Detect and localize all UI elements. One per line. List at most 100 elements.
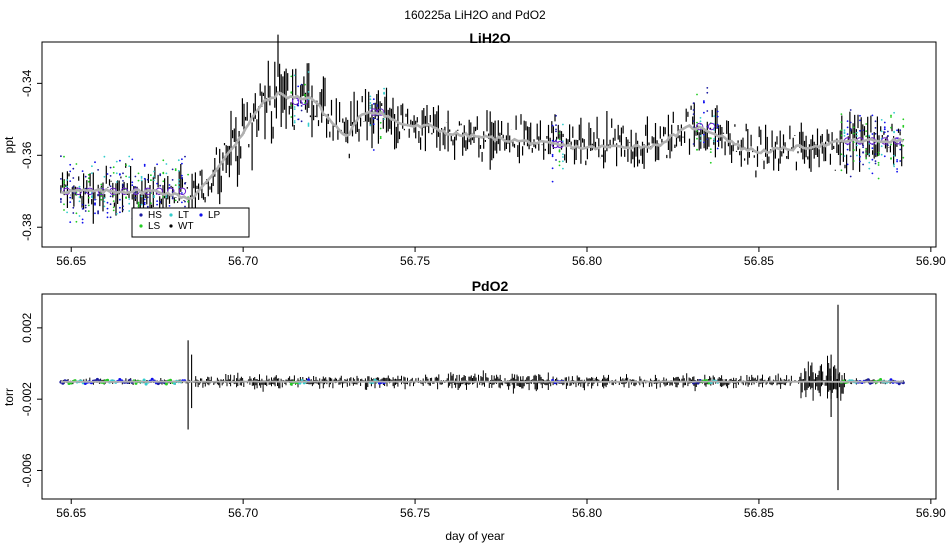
- lih2o-cal-point: [143, 163, 146, 166]
- lih2o-cal-point: [78, 215, 81, 217]
- lih2o-title: LiH2O: [469, 30, 510, 46]
- legend-swatch: [139, 213, 143, 217]
- lih2o-cal-point: [97, 212, 99, 215]
- lih2o-cal-point: [716, 123, 719, 126]
- lih2o-cal-point: [692, 102, 695, 105]
- lih2o-cal-point: [115, 160, 118, 163]
- lih2o-cal-point: [146, 196, 149, 199]
- lih2o-cal-point: [890, 114, 892, 117]
- lih2o-cal-point: [865, 135, 868, 138]
- lih2o-cal-point: [551, 139, 554, 142]
- lih2o-cal-point: [119, 173, 121, 176]
- lih2o-cal-point: [137, 201, 140, 204]
- lih2o-cal-point: [115, 181, 118, 183]
- lih2o-cal-point: [843, 132, 846, 135]
- lih2o-cal-point: [304, 93, 306, 96]
- lih2o-cal-point: [171, 179, 174, 181]
- lih2o-cal-point: [156, 200, 159, 203]
- lih2o-cal-point: [72, 206, 75, 209]
- lih2o-cal-point: [81, 218, 84, 221]
- lih2o-cal-point: [60, 197, 62, 200]
- lih2o-cal-point: [902, 144, 905, 147]
- lih2o-cal-point: [112, 172, 115, 174]
- lih2o-cal-point: [868, 167, 871, 170]
- lih2o-cal-point: [840, 129, 843, 132]
- lih2o-cal-point: [562, 153, 564, 156]
- lih2o-cal-point: [91, 165, 93, 168]
- lih2o-cal-point: [128, 165, 131, 168]
- lih2o-calibration-points: [840, 109, 905, 180]
- lih2o-cal-point: [156, 182, 159, 185]
- lih2o-cal-point: [871, 158, 874, 161]
- lih2o-cal-point: [66, 185, 68, 188]
- lih2o-cal-point: [150, 179, 152, 182]
- pdo2-cal-point: [289, 382, 293, 386]
- lih2o-cal-point: [558, 164, 561, 167]
- lih2o-cal-point: [69, 180, 72, 183]
- pdo2-xtick-label: 56.80: [572, 506, 602, 520]
- lih2o-cal-point: [97, 194, 99, 197]
- lih2o-cal-point: [880, 130, 883, 133]
- lih2o-cal-point: [78, 185, 81, 188]
- lih2o-cal-point: [865, 157, 868, 160]
- legend-swatch: [199, 213, 203, 217]
- lih2o-cal-point: [859, 129, 861, 132]
- lih2o-cal-marker: [178, 187, 187, 196]
- lih2o-cal-point: [159, 184, 162, 187]
- lih2o-cal-point: [840, 169, 843, 172]
- lih2o-cal-point: [143, 201, 146, 204]
- lih2o-cal-point: [372, 123, 375, 126]
- lih2o-cal-point: [706, 125, 709, 128]
- lih2o-cal-point: [103, 175, 106, 178]
- lih2o-cal-point: [902, 124, 905, 127]
- lih2o-cal-point: [293, 120, 296, 122]
- lih2o-cal-point: [716, 110, 719, 113]
- lih2o-cal-point: [877, 164, 880, 166]
- lih2o-cal-point: [300, 120, 303, 123]
- lih2o-cal-point: [103, 200, 106, 203]
- lih2o-cal-point: [383, 91, 385, 94]
- lih2o-cal-point: [63, 180, 65, 183]
- lih2o-cal-point: [84, 210, 87, 212]
- lih2o-cal-point: [871, 114, 874, 117]
- pdo2-xtick-label: 56.75: [400, 506, 430, 520]
- lih2o-cal-point: [75, 220, 78, 223]
- lih2o-cal-point: [868, 153, 871, 156]
- lih2o-cal-point: [887, 144, 889, 147]
- lih2o-cal-point: [87, 180, 90, 183]
- lih2o-cal-point: [119, 159, 121, 162]
- lih2o-cal-point: [379, 137, 382, 140]
- lih2o-cal-point: [109, 216, 112, 219]
- lih2o-cal-point: [887, 130, 889, 133]
- lih2o-cal-point: [562, 160, 564, 163]
- legend-swatch: [169, 224, 173, 228]
- legend-item-lp: LP: [199, 210, 221, 221]
- lih2o-cal-point: [297, 85, 300, 88]
- lih2o-cal-point: [112, 209, 115, 212]
- lih2o-cal-point: [874, 160, 877, 163]
- lih2o-cal-point: [846, 163, 849, 166]
- lih2o-cal-point: [713, 129, 716, 131]
- lih2o-cal-point: [153, 179, 155, 182]
- lih2o-cal-point: [300, 83, 303, 86]
- lih2o-cal-point: [81, 221, 84, 224]
- legend-box: [131, 207, 250, 238]
- lih2o-cal-point: [122, 208, 124, 211]
- lih2o-cal-point: [307, 91, 310, 93]
- lih2o-xtick-label: 56.75: [400, 254, 430, 268]
- lih2o-cal-point: [87, 177, 90, 180]
- lih2o-cal-point: [290, 75, 293, 78]
- lih2o-cal-point: [128, 202, 131, 205]
- lih2o-cal-point: [103, 197, 106, 200]
- lih2o-cal-point: [153, 170, 155, 173]
- pdo2-xtick-label: 56.90: [916, 506, 946, 520]
- lih2o-cal-point: [699, 120, 702, 123]
- lih2o-cal-point: [859, 114, 861, 117]
- lih2o-ytick-label: -0.38: [20, 213, 34, 241]
- lih2o-cal-point: [100, 198, 103, 201]
- lih2o-cal-point: [60, 178, 62, 180]
- pdo2-xtick-label: 56.70: [228, 506, 258, 520]
- pdo2-cal-point: [144, 382, 148, 386]
- lih2o-cal-point: [140, 203, 143, 206]
- pdo2-ytick-label: -0.006: [20, 453, 34, 487]
